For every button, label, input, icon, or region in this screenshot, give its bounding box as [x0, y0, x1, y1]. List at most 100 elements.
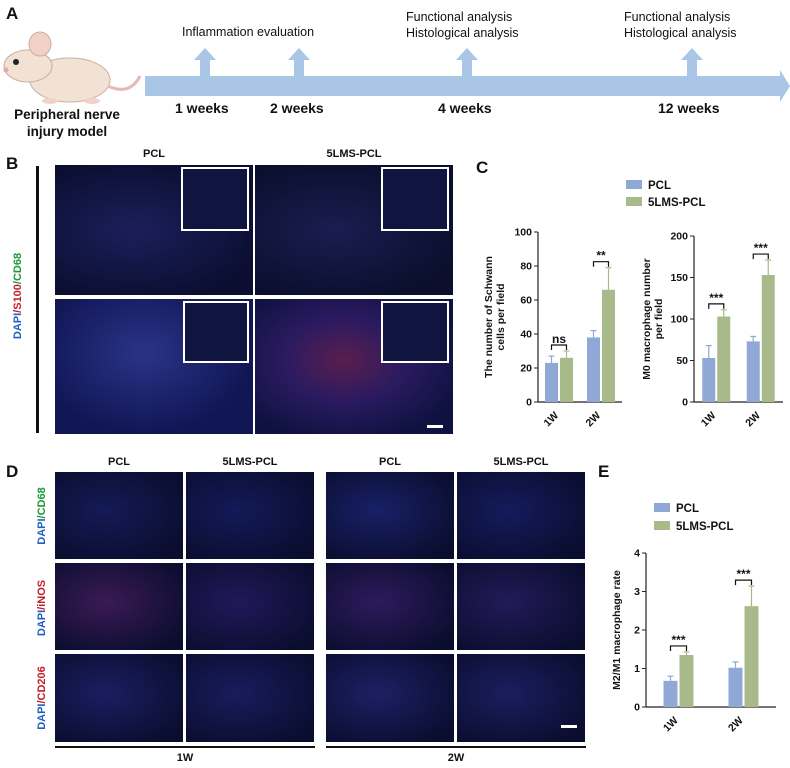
- e-sig-bracket-0: [669, 645, 688, 651]
- c2-ytick-label-2: 100: [670, 314, 688, 326]
- c2-bar-1-0: [717, 316, 731, 402]
- b-col-5lms: 5LMS-PCL: [326, 148, 382, 160]
- c1-sig-bracket-0: [550, 344, 568, 350]
- c1-ylabel-line-0: The number of Schwann: [483, 256, 495, 378]
- mouse-illustration: [3, 31, 142, 104]
- c1-bar-0-1: [587, 337, 600, 402]
- d-image-inos-2: [186, 563, 314, 650]
- model-label: Peripheral nerve injury model: [2, 106, 132, 140]
- panel-c-letter: C: [476, 158, 489, 177]
- e-sig-label-1: ***: [736, 567, 750, 581]
- b-row-2w: 2W: [43, 343, 55, 361]
- e-ytick-label-4: 4: [634, 548, 640, 560]
- d-image-cd68-1: [55, 472, 183, 559]
- e-legend: PCL 5LMS-PCL: [654, 500, 734, 536]
- event-12w-line1: Functional analysis: [624, 10, 731, 24]
- week-4: 4 weeks: [438, 100, 492, 116]
- c1-bar-1-1: [602, 289, 615, 402]
- c2-sig-bracket-1: [752, 253, 769, 260]
- event-inflammation: Inflammation evaluation: [182, 25, 315, 39]
- d-group-1w: 1W: [176, 752, 194, 764]
- c1-xtick-label-1: 2W: [583, 410, 603, 430]
- c2-ytick-label-4: 200: [670, 231, 688, 243]
- d-stain-inos: DAPI/iNOS: [36, 579, 48, 637]
- c1-bar-0-0: [545, 362, 558, 402]
- c1-ylabel: The number of Schwanncells per field: [483, 256, 507, 378]
- e-legend-swatch-pcl: [654, 503, 670, 512]
- chart-m2m1: 0 1 2 3 4 M2/M1 macrophage rate *** 1W *** 2W: [611, 548, 776, 735]
- c2-ylabel-line-0: M0 macrophage number: [641, 258, 653, 379]
- d-image-cd206-2: [186, 654, 314, 742]
- model-label-line1: Peripheral nerve: [14, 107, 120, 122]
- c-legend-pcl: PCL: [626, 178, 706, 195]
- e-xtick-label-1: 2W: [726, 715, 746, 735]
- week-2: 2 weeks: [270, 100, 324, 116]
- d-image-cd68-4: [457, 472, 585, 559]
- e-bar-1-0: [679, 655, 694, 707]
- d-image-inos-1: [55, 563, 183, 650]
- chart-m0: 0 50 100 150 200 M0 macrophage numberper fiel…: [641, 231, 783, 430]
- e-legend-5lms: 5LMS-PCL: [654, 518, 734, 536]
- c2-bar-1-1: [761, 275, 775, 402]
- d-group-2w: 2W: [447, 752, 465, 764]
- panel-a-letter: A: [6, 4, 19, 23]
- d-image-cd68-2: [186, 472, 314, 559]
- d-scale-bar: [561, 725, 577, 728]
- panel-e-letter: E: [598, 462, 610, 481]
- panel-d-letter: D: [6, 462, 19, 481]
- e-ytick-label-3: 3: [634, 586, 640, 598]
- d-image-cd206-1: [55, 654, 183, 742]
- c1-ytick-label-4: 80: [520, 261, 532, 273]
- d-stain-cd206: DAPI/CD206: [36, 666, 48, 730]
- c1-bar-1-0: [560, 357, 573, 402]
- c-legend-swatch-5lms: [626, 197, 642, 206]
- d-col-4: 5LMS-PCL: [493, 456, 549, 468]
- timeline-bar: [145, 70, 790, 102]
- week-1: 1 weeks: [175, 100, 229, 116]
- b-inset-5lms-2w: [381, 301, 449, 363]
- b-row-1w: 1W: [43, 219, 55, 237]
- c2-ytick-label-0: 0: [682, 397, 688, 409]
- c1-ylabel-line-1: cells per field: [495, 283, 507, 350]
- c2-ylabel: M0 macrophage numberper field: [641, 258, 665, 379]
- b-inset-pcl-1w: [181, 167, 249, 231]
- c-legend: PCL 5LMS-PCL: [626, 178, 706, 212]
- b-image-pcl-1w: [55, 165, 253, 295]
- c2-bar-0-1: [746, 341, 760, 402]
- chart-schwann: 0 20 40 60 80 100 The number of Schwanncells p…: [483, 227, 622, 430]
- e-legend-swatch-5lms: [654, 521, 670, 530]
- e-legend-pcl: PCL: [654, 500, 734, 518]
- d-col-3: PCL: [379, 456, 401, 468]
- d-col-1: PCL: [108, 456, 130, 468]
- e-ytick-label-2: 2: [634, 625, 640, 637]
- c1-sig-label-0: ns: [552, 332, 566, 346]
- e-ytick-label-1: 1: [634, 663, 640, 675]
- b-inset-pcl-2w: [183, 301, 249, 363]
- c2-sig-label-1: ***: [754, 241, 768, 255]
- c1-ytick-label-2: 40: [520, 329, 532, 341]
- b-image-5lms-1w: [255, 165, 453, 295]
- c2-sig-label-0: ***: [709, 291, 723, 305]
- b-image-5lms-2w: [255, 299, 453, 434]
- c2-sig-bracket-0: [708, 303, 725, 309]
- d-image-cd206-4: [457, 654, 585, 742]
- e-bar-0-1: [728, 667, 743, 707]
- d-group-line-2w: [326, 746, 586, 748]
- event-12w-line2: Histological analysis: [624, 26, 737, 40]
- panel-b-letter: B: [6, 154, 19, 173]
- c2-xtick-label-0: 1W: [699, 410, 719, 430]
- c-legend-swatch-pcl: [626, 180, 642, 189]
- c1-sig-bracket-1: [592, 261, 610, 267]
- b-stain-label: DAPI/S100/CD68: [12, 252, 24, 340]
- c1-ytick-label-5: 100: [514, 227, 532, 239]
- d-stain-cd68: DAPI/CD68: [36, 487, 48, 545]
- model-label-line2: injury model: [26, 124, 108, 139]
- c1-ytick-label-3: 60: [520, 295, 532, 307]
- e-sig-bracket-1: [734, 579, 753, 586]
- d-group-line-1w: [55, 746, 315, 748]
- c2-ylabel-line-1: per field: [653, 299, 665, 340]
- e-sig-label-0: ***: [671, 633, 685, 647]
- b-scale-bar: [427, 425, 443, 428]
- d-image-inos-3: [326, 563, 454, 650]
- e-bar-0-0: [663, 680, 678, 707]
